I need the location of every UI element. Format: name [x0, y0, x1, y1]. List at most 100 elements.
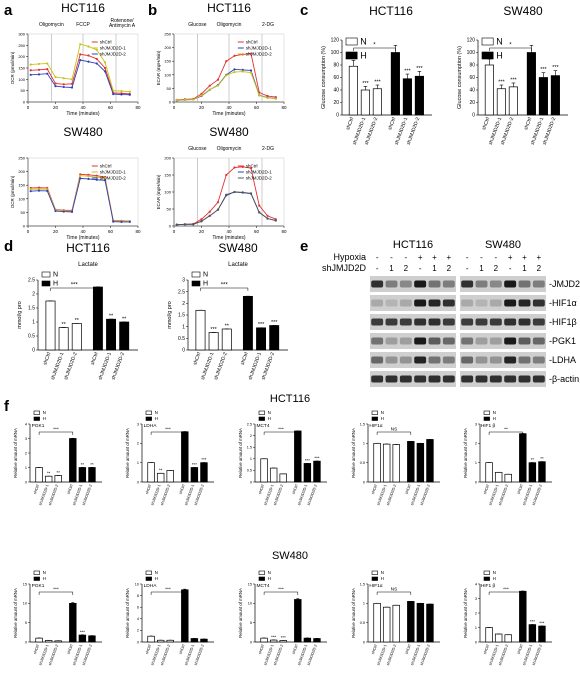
- data-point: [70, 78, 74, 81]
- mrna-chart-1-2: MCT4 0 5 10 15 Relative amount of mRNA shCtrl *…: [238, 570, 327, 666]
- bar: [550, 75, 560, 116]
- y-axis-label: Relative amount of mRNA: [238, 588, 243, 638]
- blot-band: [489, 299, 502, 307]
- legend-label: H: [203, 281, 208, 288]
- y-tick-label: 3: [25, 437, 27, 441]
- legend-label: shJMJD2D-1: [100, 46, 127, 51]
- category-label: shCtrl: [258, 644, 265, 655]
- bar: [190, 467, 199, 483]
- data-point: [37, 189, 41, 192]
- blot-strip: [370, 295, 456, 311]
- sh-mark: 1: [522, 264, 527, 273]
- data-point: [79, 177, 82, 180]
- x-tick-label: 20: [53, 229, 59, 234]
- category-label: shCtrl: [292, 484, 299, 495]
- bar: [45, 300, 56, 351]
- blot-band: [489, 318, 502, 326]
- category-label: shJMJD2D-2: [261, 351, 277, 380]
- y-tick-label: 100: [164, 190, 171, 195]
- hypoxia-mark: -: [376, 253, 379, 262]
- legend-swatch: [483, 576, 490, 581]
- mrna-chart-1-1: LDHA 0 2 4 6 8 10 Relative amount of mRNA shCtrl…: [125, 570, 214, 666]
- ecar-chart-sw480: SW480 0 50 100 150 200 0 20 40 60 80 Time (minutes)…: [156, 125, 287, 241]
- data-point: [62, 210, 65, 213]
- y-tick-label: 20: [469, 100, 475, 106]
- x-tick-label: 60: [254, 229, 260, 234]
- y-tick-label: 100: [467, 50, 476, 56]
- legend-label: H: [493, 576, 496, 581]
- data-point: [266, 96, 269, 100]
- category-label: shJMJD2D-1: [297, 484, 308, 506]
- blot-band: [504, 356, 517, 364]
- blot-band: [461, 299, 474, 307]
- blot-strip: [460, 371, 546, 387]
- bar: [528, 462, 537, 483]
- data-point: [249, 52, 253, 55]
- legend-label: N: [381, 410, 384, 415]
- bar: [373, 602, 381, 643]
- y-tick-label: 0: [363, 640, 365, 644]
- y-tick-label: 80: [333, 63, 339, 69]
- blot-band: [399, 337, 412, 345]
- sh-mark: 2: [404, 264, 409, 273]
- data-point: [120, 220, 123, 224]
- blot-band: [428, 280, 441, 288]
- chart-title: HIF1α: [369, 583, 382, 589]
- y-axis-label: mmol/g pro: [17, 301, 23, 329]
- data-point: [120, 90, 123, 93]
- bar: [538, 77, 548, 116]
- blot-cell-line: HCT116: [393, 239, 433, 251]
- chart-title: HCT116: [369, 4, 413, 18]
- chart-title: HCT116: [66, 241, 110, 255]
- row-title: SW480: [272, 550, 308, 562]
- data-point: [95, 62, 98, 65]
- legend-swatch: [145, 570, 152, 575]
- bar: [260, 637, 268, 643]
- legend-swatch: [191, 280, 201, 287]
- blot-band: [518, 299, 531, 307]
- category-label: shJMJD2D-1: [488, 484, 499, 506]
- bar: [382, 606, 391, 643]
- chart-title: SW480: [63, 125, 103, 139]
- x-tick-label: 40: [226, 229, 232, 234]
- legend-swatch: [371, 570, 378, 575]
- blot-strip: [460, 276, 546, 292]
- significance-stars: ***: [510, 77, 517, 83]
- data-point: [216, 208, 220, 211]
- data-point: [241, 70, 244, 73]
- data-point: [29, 73, 32, 76]
- chart-title: HIF1α: [369, 423, 382, 429]
- significance-stars: **: [61, 322, 66, 328]
- y-tick-label: 0: [182, 348, 185, 354]
- y-tick-label: 300: [18, 32, 25, 37]
- blot-band: [518, 280, 531, 288]
- y-tick-label: 1.5: [178, 313, 185, 319]
- data-point: [225, 193, 228, 196]
- data-point: [37, 62, 41, 66]
- data-point: [241, 191, 244, 194]
- data-point: [233, 166, 236, 169]
- data-point: [70, 210, 74, 213]
- bar: [416, 602, 425, 643]
- data-point: [79, 58, 82, 62]
- panel-label-d: d: [4, 238, 14, 255]
- y-tick-label: 40: [469, 88, 475, 94]
- y-tick-label: 2.5: [28, 278, 35, 284]
- panel-label-f: f: [4, 398, 9, 415]
- significance-stars: **: [122, 316, 127, 322]
- category-label: shJMJD2D-1: [150, 644, 161, 666]
- bar: [360, 89, 370, 116]
- y-tick-label: 1: [32, 320, 35, 326]
- category-label: shJMJD2D-1: [522, 484, 533, 506]
- blot-band: [428, 375, 441, 383]
- data-point: [200, 220, 203, 223]
- data-point: [46, 189, 49, 193]
- bar: [208, 332, 219, 351]
- blot-band: [532, 356, 545, 364]
- legend-swatch: [33, 416, 40, 421]
- y-tick-label: 4: [137, 617, 139, 621]
- band-label: -PGK1: [549, 336, 576, 346]
- data-point: [216, 201, 220, 204]
- y-tick-label: 2: [137, 629, 139, 633]
- bar: [190, 638, 199, 643]
